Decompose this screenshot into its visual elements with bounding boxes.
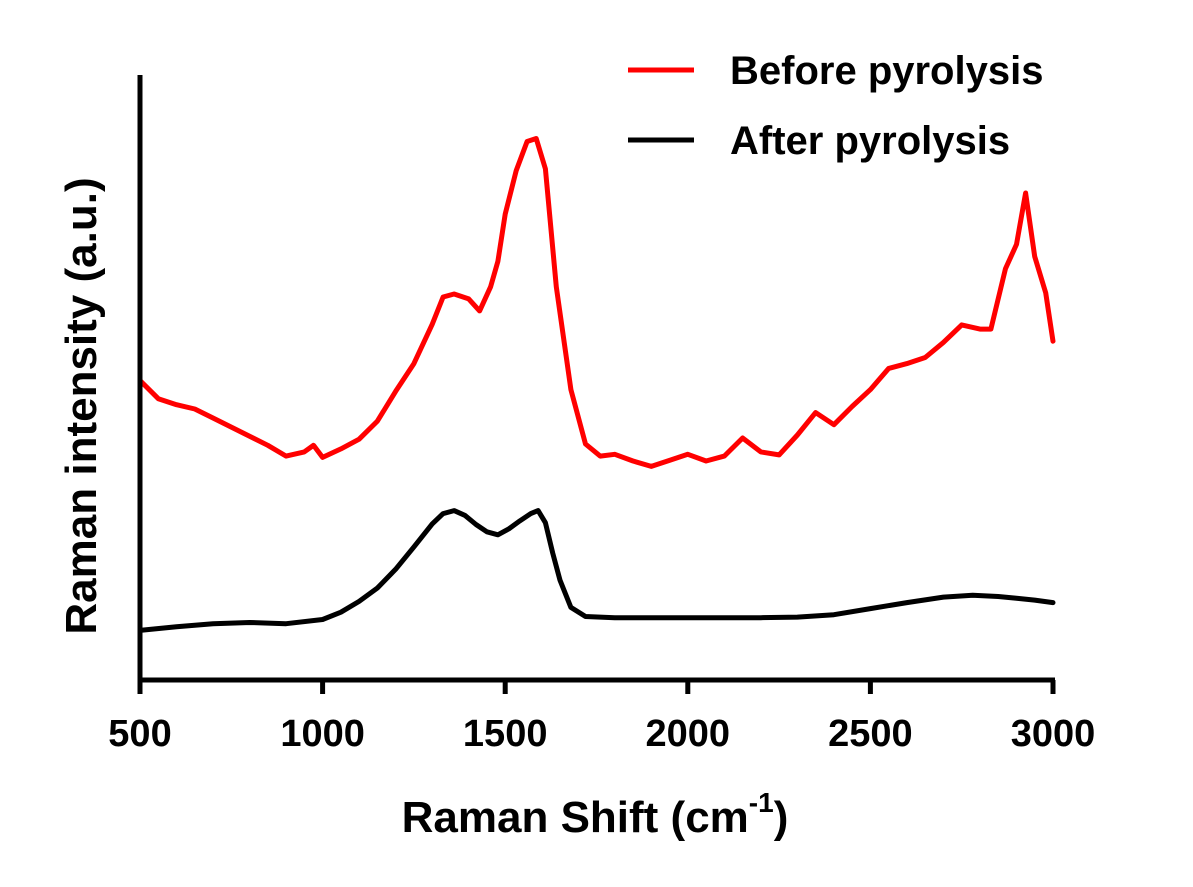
x-tick-label: 1000 (280, 713, 365, 755)
x-axis-title: Raman Shift (cm-1) (402, 787, 789, 842)
y-axis-title: Raman intensity (a.u.) (57, 177, 106, 634)
x-tick-label: 3000 (1011, 713, 1096, 755)
x-tick-label: 2500 (828, 713, 913, 755)
x-tick-label: 2000 (646, 713, 731, 755)
plot-lines (137, 136, 1056, 633)
series-line-after-pyrolysis (137, 508, 1056, 633)
series-line-before-pyrolysis (137, 136, 1056, 469)
x-ticks: 500 1000 1500 2000 2500 3000 (108, 680, 1095, 755)
legend-label: Before pyrolysis (730, 49, 1043, 93)
legend-label: After pyrolysis (730, 119, 1010, 163)
x-tick-label: 1500 (463, 713, 548, 755)
x-tick-label: 500 (108, 713, 171, 755)
legend: Before pyrolysis After pyrolysis (628, 49, 1043, 163)
